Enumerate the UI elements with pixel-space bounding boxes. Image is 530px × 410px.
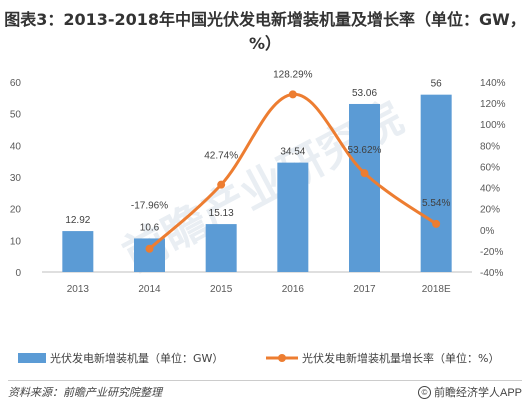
bar [205, 224, 237, 272]
bar-value-label: 56 [431, 79, 443, 90]
growth-point [217, 180, 226, 189]
legend: 光伏发电新增装机量（单位：GW） 光伏发电新增装机量增长率（单位：%） [18, 351, 499, 365]
growth-value-label: 42.74% [204, 151, 238, 162]
y-right-tick-label: -40% [480, 268, 503, 279]
bar-series [62, 94, 452, 273]
growth-point [288, 90, 297, 99]
y-left-tick-label: 40 [10, 141, 22, 152]
data-labels: 12.92 10.6 15.13 34.54 53.06 56 -17.96% 42.74% 1… [65, 69, 450, 233]
y-right-tick-label: 40% [480, 184, 500, 195]
bar-value-label: 15.13 [209, 208, 234, 219]
growth-value-label: -17.96% [131, 201, 168, 212]
growth-point [432, 219, 441, 228]
line-series [145, 90, 441, 253]
x-tick-label: 2015 [210, 284, 233, 295]
x-tick-label: 2013 [67, 284, 90, 295]
footer-divider [8, 380, 522, 381]
y-right-tick-label: 0% [480, 226, 495, 237]
y-right-tick-label: 20% [480, 205, 500, 216]
growth-value-label: 128.29% [273, 69, 313, 80]
legend-bar-label: 光伏发电新增装机量（单位：GW） [50, 351, 223, 365]
y-right-tick-label: 60% [480, 162, 500, 173]
legend-line-label: 光伏发电新增装机量增长率（单位：%） [302, 351, 499, 365]
bar-value-label: 53.06 [352, 88, 377, 99]
legend-bar-swatch [18, 353, 46, 363]
growth-value-label: 53.62% [348, 145, 382, 156]
y-right-tick-label: -20% [480, 247, 503, 258]
y-left-tick-label: 10 [10, 236, 22, 247]
y-right-tick-label: 80% [480, 141, 500, 152]
axes: 0 10 20 30 40 50 60 -40% -20% 0% 20% 40% 60% 80% 100% 1… [10, 78, 506, 295]
x-tick-label: 2017 [353, 284, 376, 295]
x-tick-label: 2018E [422, 284, 451, 295]
bar-value-label: 12.92 [65, 215, 90, 226]
y-left-tick-label: 60 [10, 78, 22, 89]
publisher-label: 前瞻经济学人APP [433, 387, 522, 399]
legend-line-marker [278, 354, 286, 362]
bar [420, 94, 452, 273]
y-right-tick-label: 120% [480, 99, 506, 110]
chart-title: 图表3：2013-2018年中国光伏发电新增装机量及增长率（单位：GW，%） [4, 10, 526, 53]
growth-value-label: 5.54% [422, 198, 450, 209]
bar-value-label: 34.54 [280, 147, 305, 158]
bar-value-label: 10.6 [140, 222, 160, 233]
growth-point [145, 244, 154, 253]
copyright-icon: © [417, 385, 431, 399]
source-label: 资料来源：前瞻产业研究院整理 [8, 387, 162, 399]
footer: 资料来源：前瞻产业研究院整理 © 前瞻经济学人APP [8, 384, 522, 400]
bar [62, 231, 94, 272]
y-left-tick-label: 0 [15, 268, 21, 279]
x-tick-label: 2014 [138, 284, 161, 295]
y-right-tick-label: 140% [480, 78, 506, 89]
x-tick-label: 2016 [282, 284, 305, 295]
y-left-tick-label: 50 [10, 110, 22, 121]
bar [277, 162, 309, 272]
publisher: © 前瞻经济学人APP [417, 384, 522, 400]
bar [349, 103, 380, 272]
growth-point [360, 169, 369, 178]
y-left-tick-label: 20 [10, 205, 22, 216]
y-right-tick-label: 100% [480, 120, 506, 131]
y-left-tick-label: 30 [10, 173, 22, 184]
bar [134, 238, 165, 272]
